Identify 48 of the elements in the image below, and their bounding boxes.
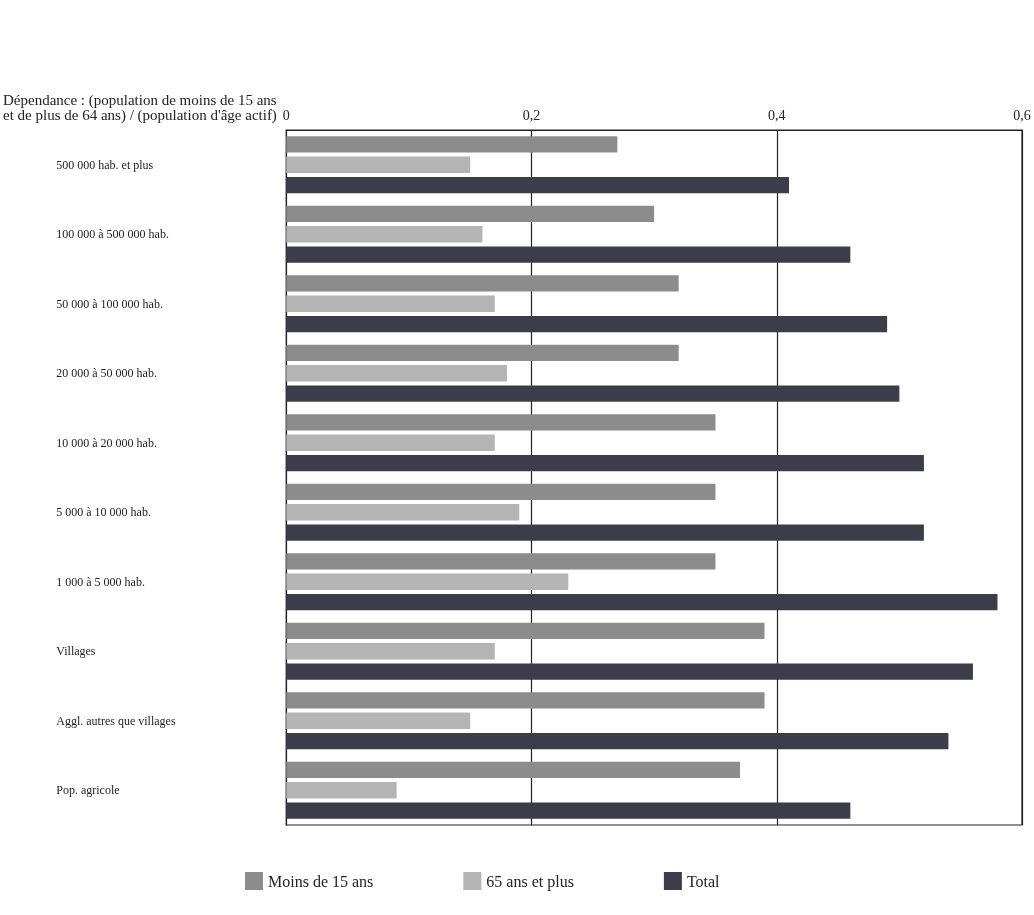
y-tick-label: 10 000 à 20 000 hab.: [56, 435, 157, 450]
bar: [286, 176, 790, 194]
y-tick-label: 50 000 à 100 000 hab.: [56, 296, 163, 311]
y-tick-label: 5 000 à 10 000 hab.: [56, 505, 151, 520]
y-tick-label: 20 000 à 50 000 hab.: [56, 366, 157, 381]
bar: [286, 385, 900, 402]
legend-label: 65 ans et plus: [486, 872, 574, 891]
bar: [286, 504, 520, 521]
y-tick-label: 1 000 à 5 000 hab.: [56, 574, 145, 589]
bar: [286, 315, 888, 333]
bar: [286, 483, 716, 501]
y-tick-label: Villages: [56, 644, 96, 659]
bar: [286, 593, 998, 611]
x-tick-label: 0: [282, 107, 290, 123]
bar: [286, 573, 569, 590]
bar: [286, 434, 495, 451]
bar: [286, 275, 679, 292]
bar: [286, 295, 495, 312]
y-tick-label: Aggl. autres que villages: [56, 713, 176, 728]
bar: [286, 156, 471, 173]
bar: [286, 136, 618, 153]
y-tick-label: 500 000 hab. et plus: [56, 157, 154, 172]
bar: [286, 524, 924, 541]
bar: [286, 205, 655, 223]
bar: [286, 365, 507, 382]
y-tick-label: 100 000 à 500 000 hab.: [56, 227, 169, 242]
bar: [286, 692, 765, 709]
bar: [286, 344, 679, 362]
bar: [286, 761, 740, 779]
x-tick-label: 0,6: [1013, 107, 1031, 123]
x-axis-title: Dépendance : (population de moins de 15 ans et de plus de 64 ans) / (population d'âge actif): [3, 91, 277, 124]
bar: [286, 712, 471, 729]
bar: [286, 622, 765, 640]
bar: [286, 732, 949, 750]
bar: [286, 782, 397, 799]
bar: [286, 663, 973, 680]
bar: [286, 454, 924, 472]
legend-label: Moins de 15 ans: [268, 872, 374, 890]
y-tick-label: Pop. agricole: [56, 783, 120, 798]
legend-label: Total: [686, 872, 721, 890]
bar: [286, 802, 851, 819]
x-tick-label: 0,4: [768, 107, 786, 123]
bar: [286, 226, 483, 243]
x-tick-label: 0,2: [522, 107, 541, 123]
bar: [286, 643, 495, 660]
bar: [286, 414, 716, 431]
bar: [286, 246, 851, 263]
bar: [286, 553, 716, 570]
